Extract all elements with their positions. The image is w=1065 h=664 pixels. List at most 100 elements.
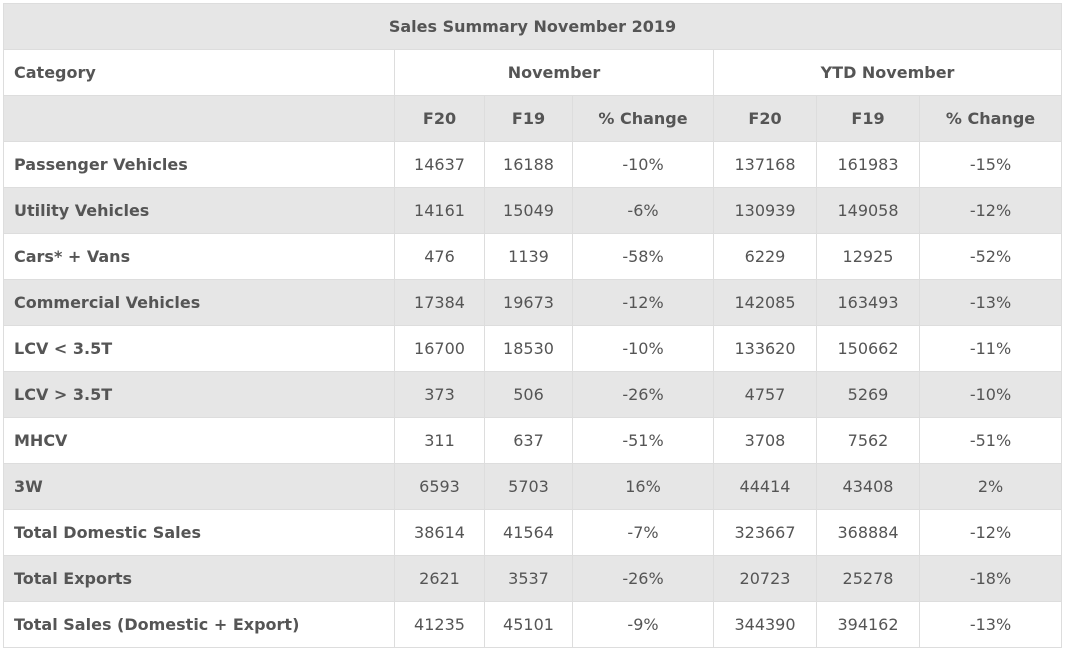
cell: 5269 xyxy=(816,371,920,418)
row-label: Passenger Vehicles xyxy=(3,141,395,188)
cell: 163493 xyxy=(816,279,920,326)
cell: 44414 xyxy=(713,463,817,510)
cell: 18530 xyxy=(484,325,573,372)
cell: 19673 xyxy=(484,279,573,326)
cell: -11% xyxy=(918,325,1063,372)
data-row: MHCV 311 637 -51% 3708 7562 -51% xyxy=(3,417,1063,464)
cell: -13% xyxy=(918,279,1063,326)
cell: -10% xyxy=(918,371,1063,418)
group-row: Category November YTD November xyxy=(3,49,1063,96)
cell: 12925 xyxy=(816,233,920,280)
column-header: % Change xyxy=(918,95,1063,142)
cell: 6593 xyxy=(394,463,485,510)
cell: 16700 xyxy=(394,325,485,372)
cell: 2621 xyxy=(394,555,485,602)
row-label: Commercial Vehicles xyxy=(3,279,395,326)
cell: 38614 xyxy=(394,509,485,556)
cell: -51% xyxy=(918,417,1063,464)
group-header: YTD November xyxy=(712,49,1063,96)
cell: 43408 xyxy=(816,463,920,510)
cell: 137168 xyxy=(713,141,817,188)
cell: -10% xyxy=(572,141,714,188)
row-label: Cars* + Vans xyxy=(3,233,395,280)
cell: 14637 xyxy=(394,141,485,188)
cell: -12% xyxy=(918,509,1063,556)
cell: 15049 xyxy=(484,187,573,234)
column-header: F20 xyxy=(394,95,485,142)
cell: 394162 xyxy=(816,601,920,648)
cell: -13% xyxy=(918,601,1063,648)
cell: 149058 xyxy=(816,187,920,234)
cell: 17384 xyxy=(394,279,485,326)
cell: 3537 xyxy=(484,555,573,602)
row-label: Utility Vehicles xyxy=(3,187,395,234)
data-row: 3W 6593 5703 16% 44414 43408 2% xyxy=(3,463,1063,510)
column-header: F20 xyxy=(713,95,817,142)
column-header: F19 xyxy=(816,95,920,142)
row-label: LCV < 3.5T xyxy=(3,325,395,372)
data-row: Passenger Vehicles 14637 16188 -10% 137168 16… xyxy=(3,141,1063,188)
cell: 344390 xyxy=(713,601,817,648)
cell: 506 xyxy=(484,371,573,418)
cell: 41235 xyxy=(394,601,485,648)
cell: 45101 xyxy=(484,601,573,648)
cell: -52% xyxy=(918,233,1063,280)
row-label: Total Sales (Domestic + Export) xyxy=(3,601,395,648)
row-label: LCV > 3.5T xyxy=(3,371,395,418)
cell: -26% xyxy=(572,371,714,418)
column-header: % Change xyxy=(572,95,714,142)
cell: 14161 xyxy=(394,187,485,234)
cell: 368884 xyxy=(816,509,920,556)
cell: 16% xyxy=(572,463,714,510)
cell: 5703 xyxy=(484,463,573,510)
data-row: Utility Vehicles 14161 15049 -6% 130939 14905… xyxy=(3,187,1063,234)
cell: 323667 xyxy=(713,509,817,556)
data-row: Total Sales (Domestic + Export) 41235 4510… xyxy=(3,601,1063,648)
row-label: Total Domestic Sales xyxy=(3,509,395,556)
data-row: Total Domestic Sales 38614 41564 -7% 323667 3… xyxy=(3,509,1063,556)
cell: -10% xyxy=(572,325,714,372)
data-row: LCV > 3.5T 373 506 -26% 4757 5269 -10% xyxy=(3,371,1063,418)
category-header: Category xyxy=(3,49,395,96)
group-header: November xyxy=(394,49,714,96)
cell: -51% xyxy=(572,417,714,464)
cell: 150662 xyxy=(816,325,920,372)
empty-cell xyxy=(3,95,395,142)
column-header: F19 xyxy=(484,95,573,142)
cell: 637 xyxy=(484,417,573,464)
cell: -6% xyxy=(572,187,714,234)
data-row: Cars* + Vans 476 1139 -58% 6229 12925 -52% xyxy=(3,233,1063,280)
cell: 130939 xyxy=(713,187,817,234)
cell: 20723 xyxy=(713,555,817,602)
cell: 161983 xyxy=(816,141,920,188)
cell: -18% xyxy=(918,555,1063,602)
cell: 6229 xyxy=(713,233,817,280)
table-title: Sales Summary November 2019 xyxy=(2,3,1063,50)
data-row: Commercial Vehicles 17384 19673 -12% 142085 1… xyxy=(3,279,1063,326)
cell: -7% xyxy=(572,509,714,556)
cell: 1139 xyxy=(484,233,573,280)
cell: 7562 xyxy=(816,417,920,464)
cell: 311 xyxy=(394,417,485,464)
data-row: LCV < 3.5T 16700 18530 -10% 133620 150662 -11% xyxy=(3,325,1063,372)
title-row: Sales Summary November 2019 xyxy=(2,3,1063,50)
sales-table: Sales Summary November 2019 Category Nov… xyxy=(2,3,1063,648)
cell: 133620 xyxy=(713,325,817,372)
cell: 41564 xyxy=(484,509,573,556)
cell: 373 xyxy=(394,371,485,418)
column-row: F20 F19% Change F20 F19% Change xyxy=(3,95,1063,142)
cell: -15% xyxy=(918,141,1063,188)
cell: -12% xyxy=(572,279,714,326)
cell: -58% xyxy=(572,233,714,280)
cell: 142085 xyxy=(713,279,817,326)
cell: -9% xyxy=(572,601,714,648)
cell: 4757 xyxy=(713,371,817,418)
data-row: Total Exports 2621 3537 -26% 20723 25278 -18% xyxy=(3,555,1063,602)
row-label: 3W xyxy=(3,463,395,510)
cell: 16188 xyxy=(484,141,573,188)
row-label: Total Exports xyxy=(3,555,395,602)
cell: 3708 xyxy=(713,417,817,464)
cell: -12% xyxy=(918,187,1063,234)
cell: -26% xyxy=(572,555,714,602)
